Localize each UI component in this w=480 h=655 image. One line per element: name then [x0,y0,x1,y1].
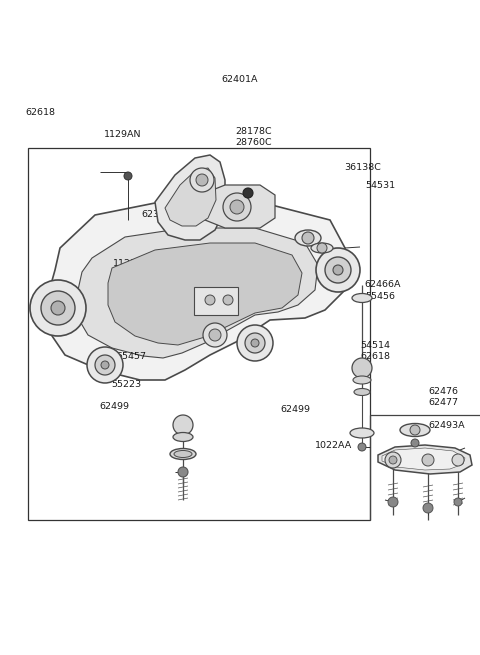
Text: 1123LC: 1123LC [113,259,149,269]
FancyBboxPatch shape [194,287,238,315]
Text: 62499: 62499 [100,402,130,411]
Circle shape [95,355,115,375]
Circle shape [358,443,366,451]
Polygon shape [382,448,465,470]
Ellipse shape [400,424,430,436]
Text: 36138C: 36138C [345,162,382,172]
Circle shape [223,295,233,305]
Circle shape [51,301,65,315]
Polygon shape [78,228,318,358]
Text: 54514: 54514 [360,341,390,350]
Circle shape [87,347,123,383]
Text: 62476: 62476 [428,386,458,396]
Circle shape [325,257,351,283]
Text: 1022AA: 1022AA [315,441,352,450]
Circle shape [124,172,132,180]
Polygon shape [48,202,345,380]
Text: 1129AN: 1129AN [104,130,142,139]
Ellipse shape [352,293,372,303]
Circle shape [251,339,259,347]
Text: 62618: 62618 [360,352,390,362]
Polygon shape [108,243,302,345]
Text: 62401A: 62401A [222,75,258,84]
Circle shape [423,503,433,513]
Circle shape [411,439,419,447]
Text: 62618: 62618 [25,108,55,117]
Circle shape [101,361,109,369]
Text: 54531: 54531 [365,181,395,190]
Text: 62493A: 62493A [428,421,465,430]
Circle shape [30,280,86,336]
Circle shape [205,295,215,305]
Text: 28178C: 28178C [235,126,272,136]
Circle shape [41,291,75,325]
Circle shape [173,415,193,435]
Circle shape [190,168,214,192]
Circle shape [209,329,221,341]
Polygon shape [165,168,216,226]
Text: 28760C: 28760C [235,138,272,147]
Text: 55223: 55223 [111,380,142,389]
Ellipse shape [353,376,371,384]
Text: 62322: 62322 [142,210,172,219]
Text: 55457: 55457 [117,352,146,362]
Circle shape [203,323,227,347]
Circle shape [178,467,188,477]
Circle shape [385,452,401,468]
Ellipse shape [311,243,333,253]
Circle shape [454,498,462,506]
Circle shape [316,248,360,292]
Ellipse shape [173,432,193,441]
Circle shape [243,188,253,198]
Circle shape [230,200,244,214]
Ellipse shape [204,330,226,340]
Circle shape [388,497,398,507]
Polygon shape [155,155,225,240]
Ellipse shape [350,428,374,438]
Text: 62466A: 62466A [365,280,401,290]
Polygon shape [378,445,472,474]
Circle shape [422,454,434,466]
Ellipse shape [170,449,196,460]
Circle shape [452,454,464,466]
Text: 54531: 54531 [206,249,237,258]
Text: 62499: 62499 [281,405,311,414]
Circle shape [302,232,314,244]
Circle shape [237,325,273,361]
Circle shape [223,193,251,221]
Text: 55456: 55456 [365,292,395,301]
Ellipse shape [174,451,192,457]
Ellipse shape [354,388,370,396]
Circle shape [245,333,265,353]
Circle shape [352,358,372,378]
Polygon shape [200,185,275,228]
Bar [28,148,370,520]
Ellipse shape [295,230,321,246]
Circle shape [333,265,343,275]
Circle shape [317,243,327,253]
Circle shape [389,456,397,464]
Circle shape [196,174,208,186]
Text: 62477: 62477 [428,398,458,407]
Circle shape [410,425,420,435]
